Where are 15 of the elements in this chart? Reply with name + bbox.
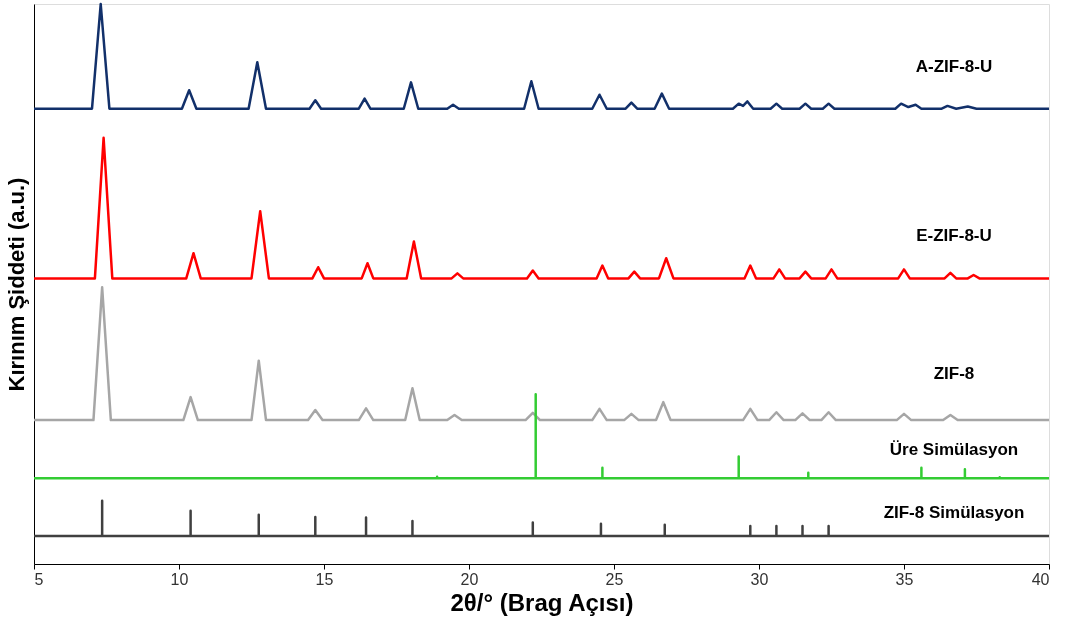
x-tick-label: 20: [460, 570, 479, 588]
x-axis-title: 2θ/° (Brag Açısı): [450, 588, 634, 616]
x-tick-label: 10: [170, 570, 189, 588]
x-tick-label: 15: [315, 570, 334, 588]
x-tick-label: 30: [750, 570, 769, 588]
series-label: Üre Simülasyon: [889, 440, 1019, 460]
series-label: ZIF-8 Simülasyon: [883, 503, 1025, 522]
x-tick-label: 5: [34, 570, 44, 588]
series-label: E-ZIF-8-U: [916, 226, 992, 246]
x-tick-label: 25: [605, 570, 624, 588]
y-axis-title: Kırınım Şiddeti (a.u.): [3, 177, 29, 392]
text: ZIF-8: [933, 364, 975, 384]
x-tick-label: 40: [1031, 570, 1050, 588]
series-label: A-ZIF-8-U: [915, 56, 993, 76]
x-tick-label: 35: [895, 570, 914, 588]
